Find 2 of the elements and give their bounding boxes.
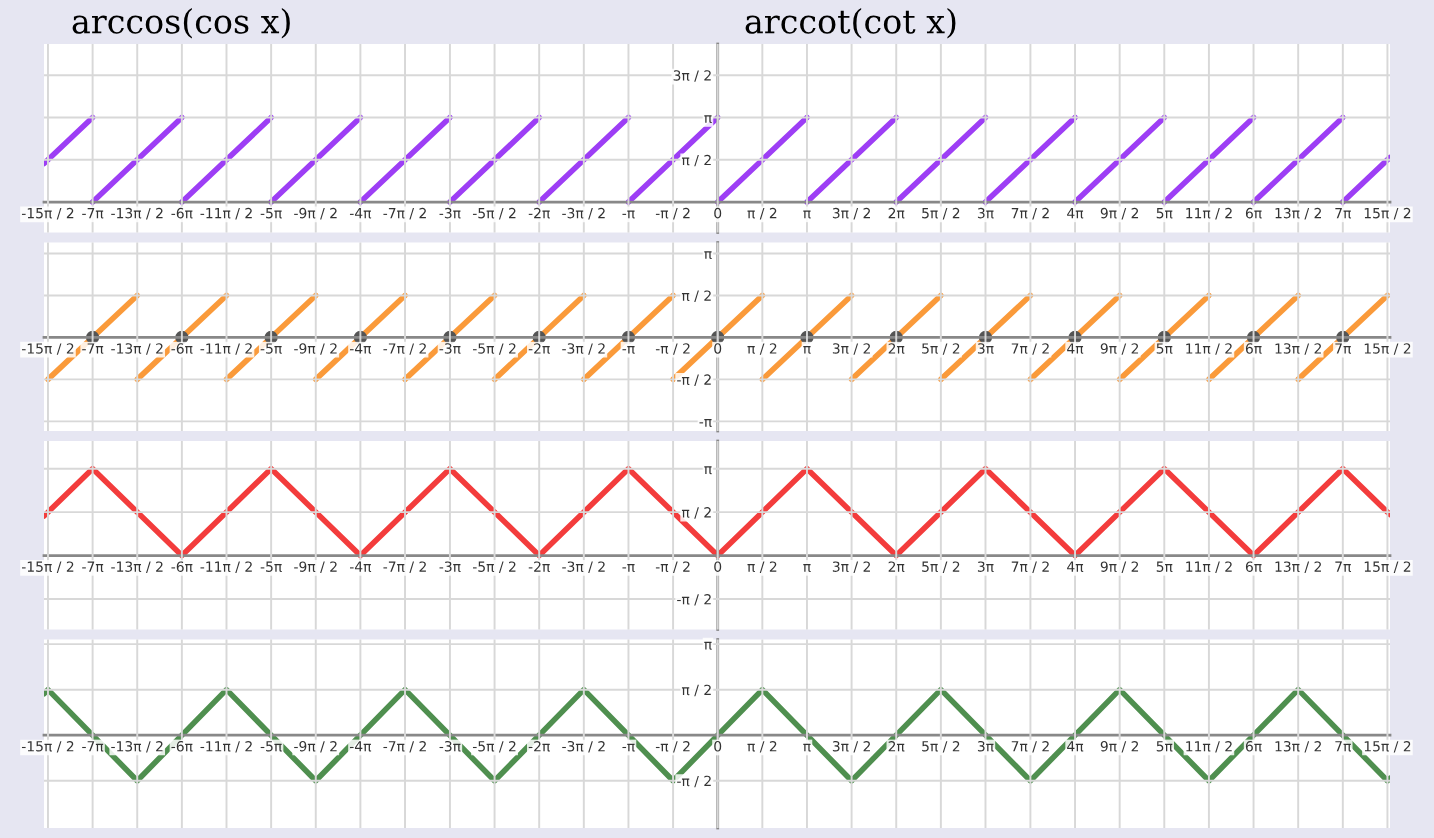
text: arccos(cos x) (72, 7, 290, 39)
text: arccot(cot x) (745, 7, 956, 39)
